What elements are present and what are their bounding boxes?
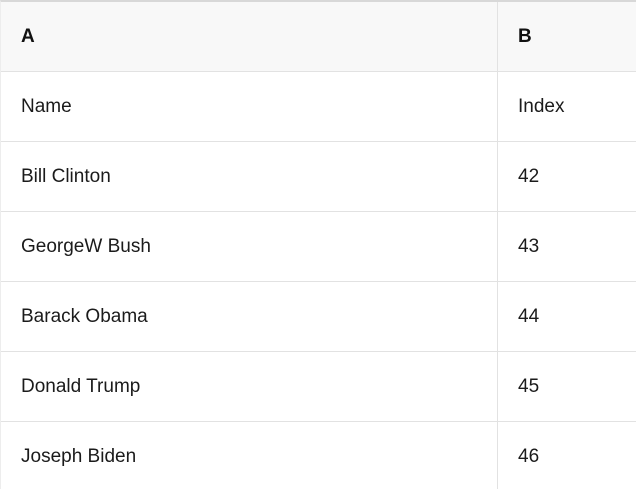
column-header-a[interactable]: A [1, 2, 498, 71]
cell-a-4[interactable]: Donald Trump [1, 352, 498, 421]
table-row: Name Index [1, 72, 636, 142]
cell-b-4[interactable]: 45 [518, 375, 540, 397]
cell-b-2[interactable]: 43 [518, 235, 540, 257]
cell-b-3[interactable]: 44 [518, 305, 540, 327]
cell-b-0[interactable]: Index [518, 95, 565, 117]
cell-b-5[interactable]: 46 [518, 445, 540, 467]
column-header-row: A B [1, 2, 636, 72]
table-row: Joseph Biden 46 [1, 422, 636, 489]
cell-a-2[interactable]: GeorgeW Bush [1, 212, 498, 281]
cell-a-5[interactable]: Joseph Biden [1, 422, 498, 489]
cell-a-3[interactable]: Barack Obama [1, 282, 498, 351]
cell-b-1[interactable]: 42 [518, 165, 540, 187]
table-row: Donald Trump 45 [1, 352, 636, 422]
cell-a-1[interactable]: Bill Clinton [1, 142, 498, 211]
table-row: GeorgeW Bush 43 [1, 212, 636, 282]
table-row: Barack Obama 44 [1, 282, 636, 352]
table-body: Name Index Bill Clinton 42 GeorgeW Bush 43 Bar… [1, 72, 636, 489]
cell-a-0[interactable]: Name [1, 72, 498, 141]
table-row: Bill Clinton 42 [1, 142, 636, 212]
column-header-b[interactable]: B [518, 25, 532, 47]
